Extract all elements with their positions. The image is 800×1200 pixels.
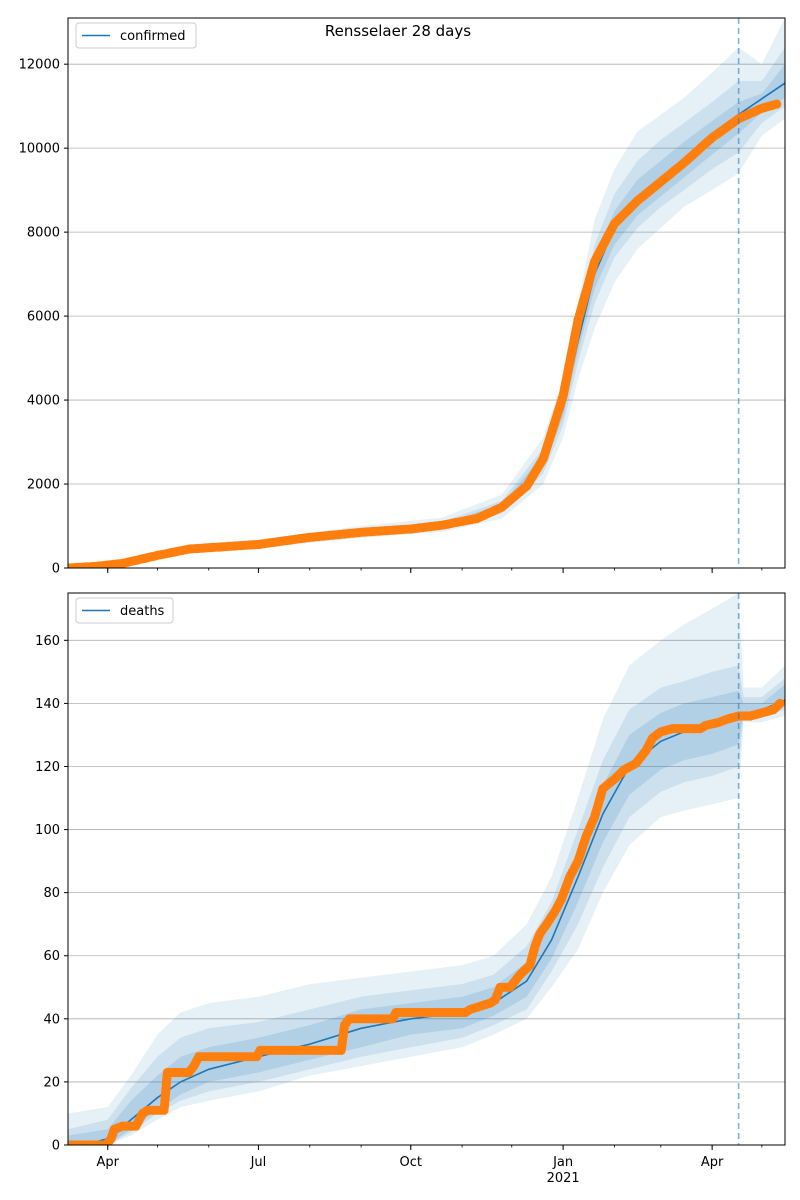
legend-box — [75, 22, 197, 49]
axes-frame — [67, 592, 786, 1146]
legend-box — [75, 597, 174, 624]
x-tick-sublabel: 2021 — [547, 1171, 580, 1186]
y-tick-label: 12000 — [19, 58, 60, 73]
x-tick-label: Oct — [400, 1155, 422, 1170]
observed-series — [68, 99, 782, 568]
observed-series — [68, 698, 785, 1145]
plot-area — [68, 18, 785, 568]
uncertainty-band-outer — [68, 18, 785, 568]
x-tick-label: Jan — [552, 1155, 573, 1170]
uncertainty-band-inner — [68, 684, 785, 1145]
plot-area — [68, 593, 785, 1145]
y-tick-label: 6000 — [27, 310, 60, 325]
y-tick-label: 80 — [43, 886, 60, 901]
y-tick-label: 20 — [43, 1075, 60, 1090]
y-tick-label: 0 — [52, 562, 60, 577]
axes-frame — [67, 17, 786, 569]
legend: confirmed — [75, 22, 197, 49]
y-tick-label: 140 — [35, 697, 60, 712]
observed-point — [772, 99, 782, 109]
y-tick-label: 160 — [35, 634, 60, 649]
y-tick-label: 120 — [35, 760, 60, 775]
uncertainty-band-outer — [68, 593, 785, 1145]
y-tick-label: 40 — [43, 1012, 60, 1027]
x-tick-label: Apr — [96, 1155, 119, 1170]
y-tick-label: 2000 — [27, 478, 60, 493]
y-tick-label: 60 — [43, 949, 60, 964]
x-tick-label: Jul — [250, 1155, 267, 1170]
chart-title: Rensselaer 28 days — [325, 22, 471, 40]
y-tick-label: 10000 — [19, 142, 60, 157]
observed-point — [775, 698, 785, 709]
legend-label: confirmed — [120, 29, 186, 44]
y-tick-label: 8000 — [27, 226, 60, 241]
x-tick-label: Apr — [701, 1155, 724, 1170]
y-tick-label: 0 — [52, 1139, 60, 1154]
confirmed-panel: 0 2000 4000 6000 8000 10000 12000 confirmed — [19, 17, 786, 577]
legend-label: deaths — [120, 604, 165, 619]
legend: deaths — [75, 597, 174, 624]
y-tick-label: 4000 — [27, 394, 60, 409]
y-tick-label: 100 — [35, 823, 60, 838]
